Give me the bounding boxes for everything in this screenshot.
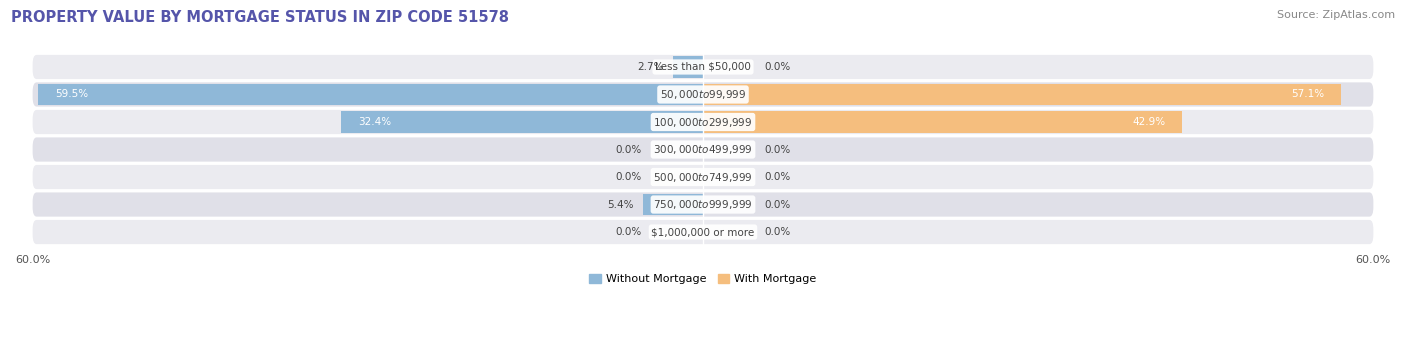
Text: 0.0%: 0.0% xyxy=(765,145,790,154)
Text: Source: ZipAtlas.com: Source: ZipAtlas.com xyxy=(1277,10,1395,20)
FancyBboxPatch shape xyxy=(32,83,1374,107)
Text: 0.0%: 0.0% xyxy=(765,172,790,182)
FancyBboxPatch shape xyxy=(32,110,1374,134)
Text: 57.1%: 57.1% xyxy=(1291,89,1324,100)
FancyBboxPatch shape xyxy=(32,55,1374,79)
Text: 2.7%: 2.7% xyxy=(637,62,664,72)
Text: $750,000 to $999,999: $750,000 to $999,999 xyxy=(654,198,752,211)
Text: 5.4%: 5.4% xyxy=(607,199,634,209)
Bar xyxy=(703,84,1341,105)
Bar xyxy=(342,111,703,133)
Text: $1,000,000 or more: $1,000,000 or more xyxy=(651,227,755,237)
Bar xyxy=(703,111,1182,133)
Text: PROPERTY VALUE BY MORTGAGE STATUS IN ZIP CODE 51578: PROPERTY VALUE BY MORTGAGE STATUS IN ZIP… xyxy=(11,10,509,25)
Text: 0.0%: 0.0% xyxy=(616,227,641,237)
Text: Less than $50,000: Less than $50,000 xyxy=(655,62,751,72)
FancyBboxPatch shape xyxy=(32,165,1374,189)
Text: 0.0%: 0.0% xyxy=(765,199,790,209)
Text: 32.4%: 32.4% xyxy=(357,117,391,127)
Bar xyxy=(673,56,703,78)
Text: 59.5%: 59.5% xyxy=(55,89,89,100)
Text: 0.0%: 0.0% xyxy=(765,62,790,72)
Text: 42.9%: 42.9% xyxy=(1132,117,1166,127)
Text: $100,000 to $299,999: $100,000 to $299,999 xyxy=(654,116,752,129)
Text: 0.0%: 0.0% xyxy=(616,172,641,182)
Text: 0.0%: 0.0% xyxy=(616,145,641,154)
FancyBboxPatch shape xyxy=(32,137,1374,162)
Bar xyxy=(643,194,703,215)
Bar xyxy=(38,84,703,105)
Text: $500,000 to $749,999: $500,000 to $749,999 xyxy=(654,170,752,183)
Text: 0.0%: 0.0% xyxy=(765,227,790,237)
Text: $300,000 to $499,999: $300,000 to $499,999 xyxy=(654,143,752,156)
Text: $50,000 to $99,999: $50,000 to $99,999 xyxy=(659,88,747,101)
FancyBboxPatch shape xyxy=(32,220,1374,244)
Legend: Without Mortgage, With Mortgage: Without Mortgage, With Mortgage xyxy=(585,269,821,288)
FancyBboxPatch shape xyxy=(32,192,1374,217)
